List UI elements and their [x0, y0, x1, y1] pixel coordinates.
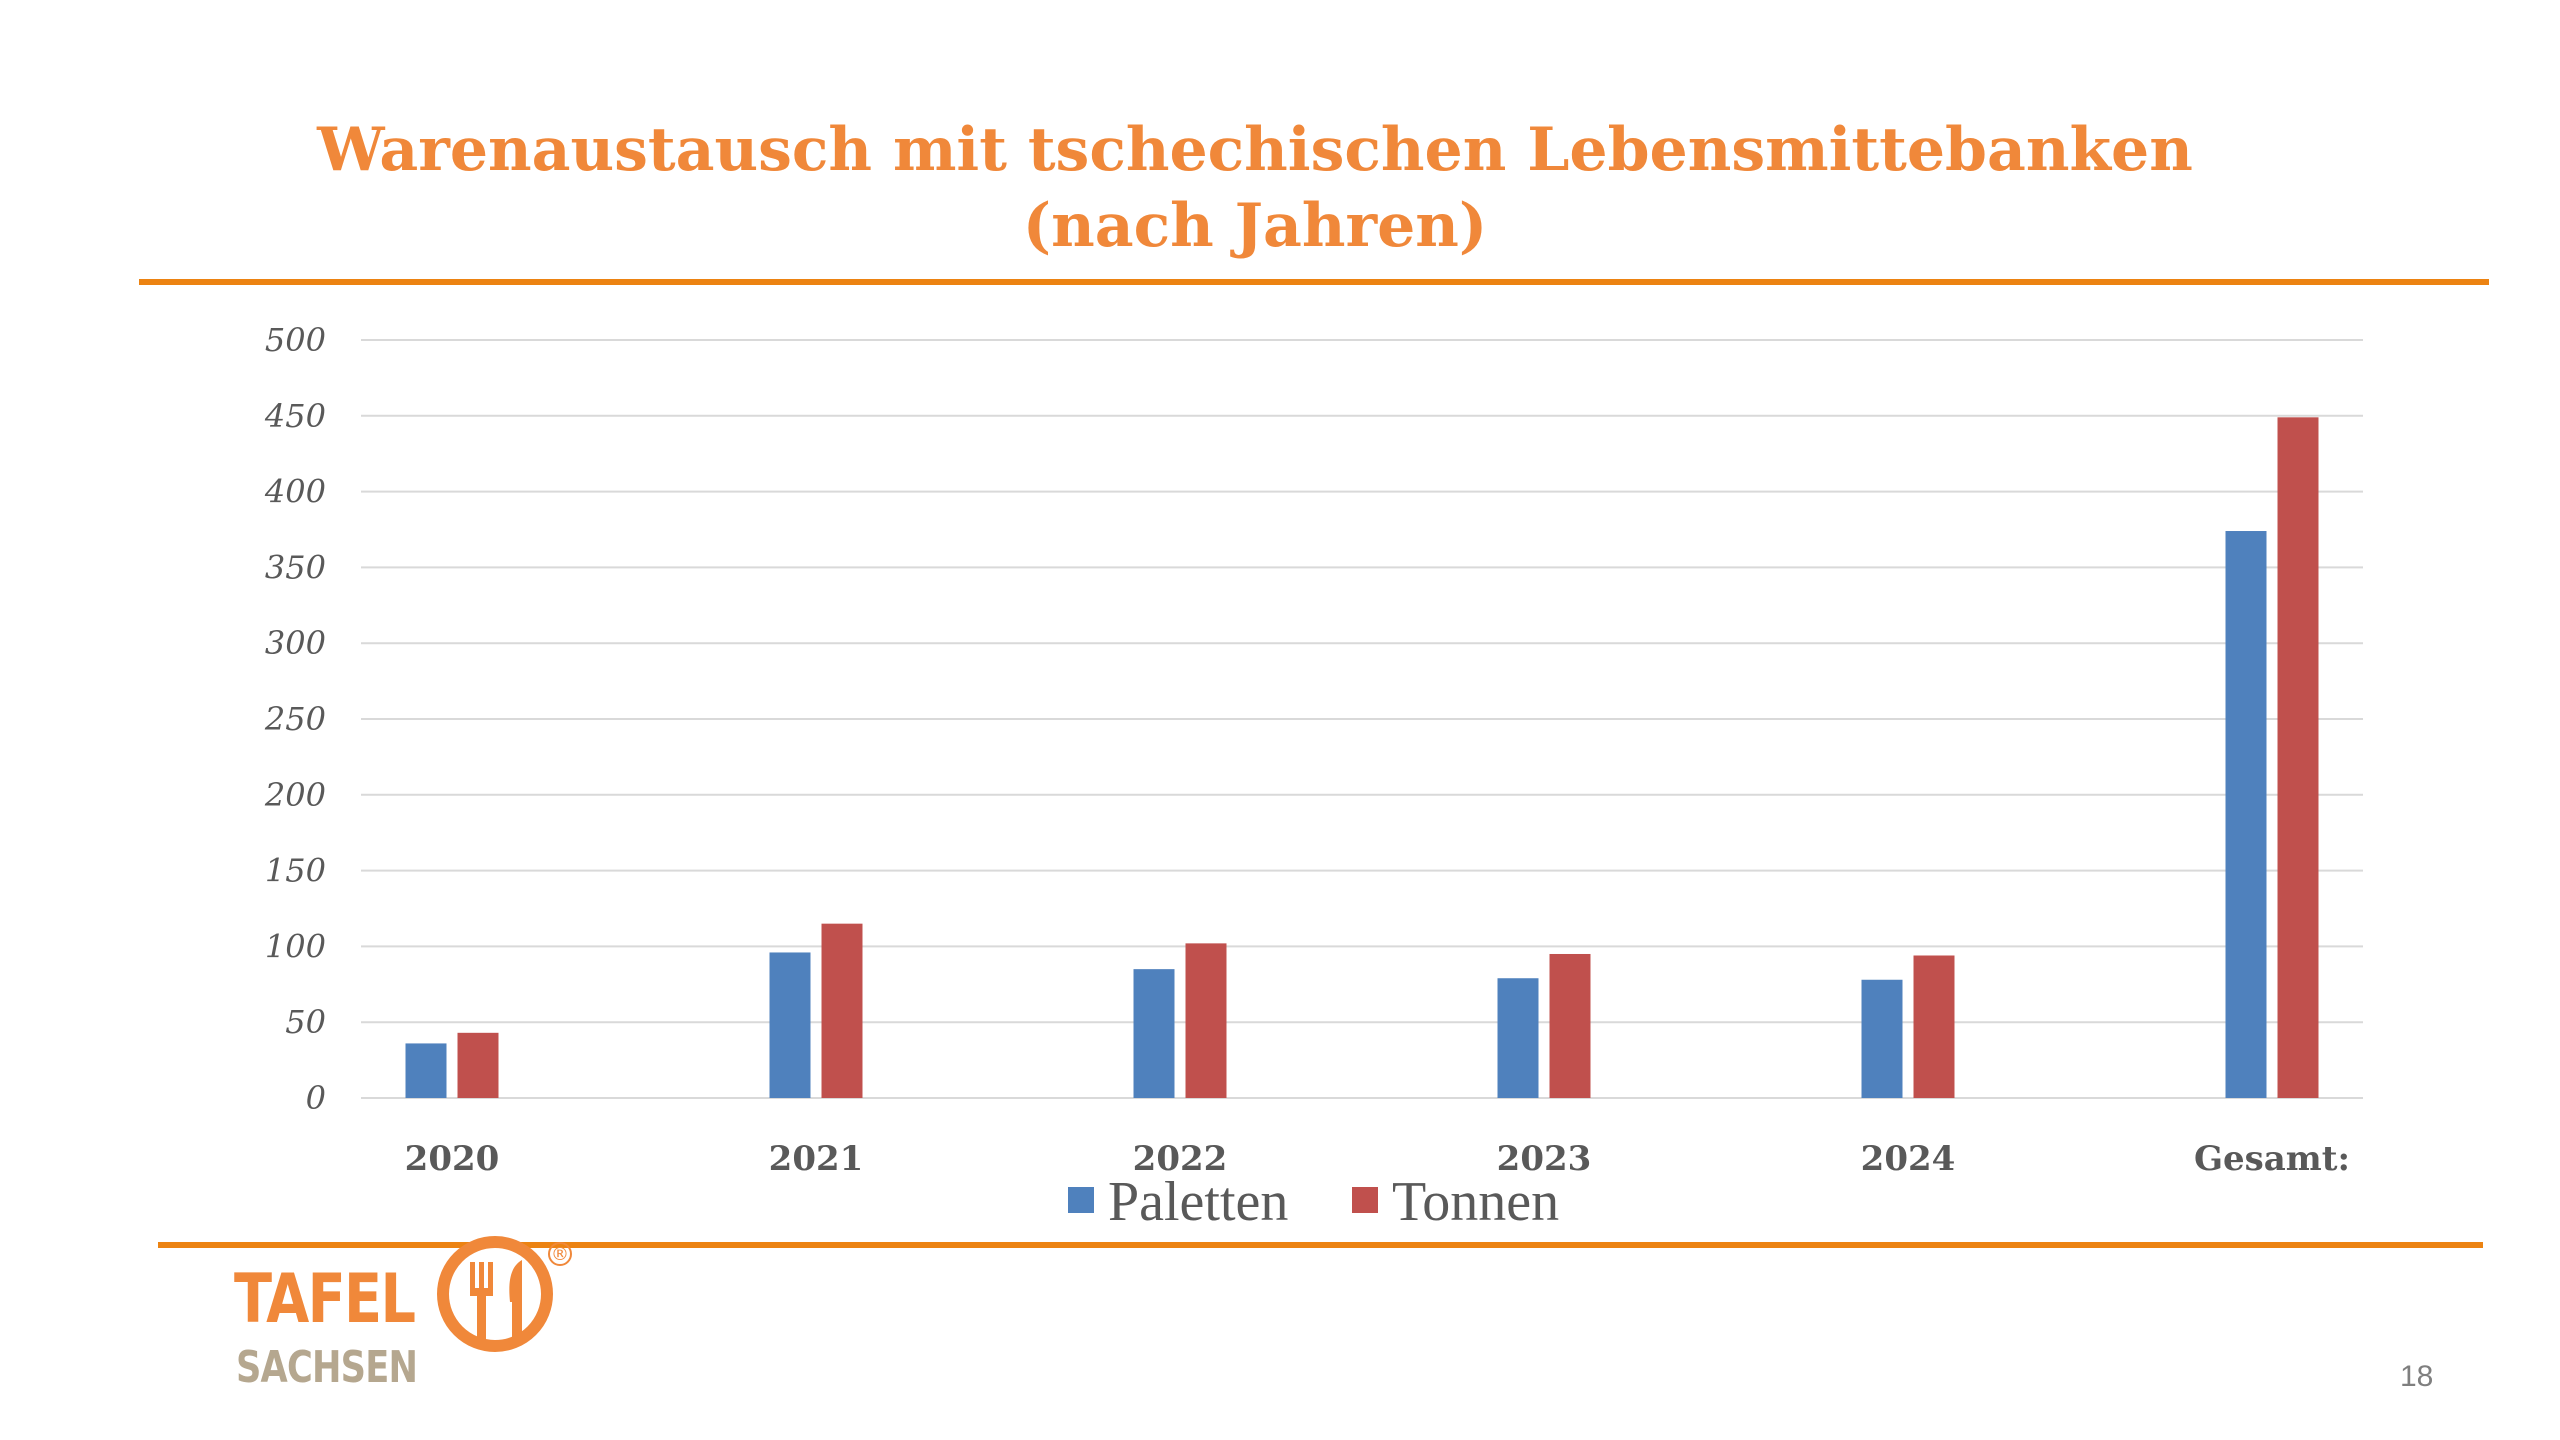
top-divider	[139, 279, 2489, 285]
y-tick-label: 300	[265, 624, 326, 662]
bar-paletten-2024	[1861, 979, 1903, 1098]
legend-label-paletten: Paletten	[1108, 1171, 1288, 1233]
y-tick-label: 200	[264, 776, 326, 814]
slide-title-line2: (nach Jahren)	[1022, 191, 1488, 261]
bar-tonnen-2024	[1913, 955, 1955, 1098]
y-tick-label: 450	[264, 397, 326, 435]
registered-mark: ®	[551, 1244, 569, 1265]
legend-label-tonnen: Tonnen	[1392, 1171, 1559, 1233]
x-tick-label: 2023	[1497, 1139, 1592, 1179]
bottom-divider	[158, 1242, 2483, 1248]
y-tick-label: 500	[265, 321, 326, 359]
logo-text-tafel: TAFEL	[234, 1260, 416, 1339]
y-tick-label: 150	[265, 852, 326, 890]
bar-paletten-2023	[1497, 978, 1539, 1098]
x-tick-label: 2022	[1133, 1139, 1228, 1179]
bar-paletten-2020	[405, 1043, 447, 1098]
bar-tonnen-2023	[1549, 953, 1591, 1098]
legend-swatch-paletten	[1068, 1187, 1094, 1213]
x-tick-label: 2024	[1861, 1139, 1956, 1179]
bar-paletten-2021	[769, 952, 811, 1098]
legend: Paletten Tonnen	[1068, 1171, 1559, 1233]
gridlines	[361, 339, 2363, 1099]
page-number: 18	[2400, 1360, 2434, 1393]
x-tick-label: 2021	[769, 1139, 864, 1179]
slide-title-line1: Warenaustausch mit tschechischen Lebensm…	[317, 115, 2193, 185]
bar-tonnen-2020	[457, 1032, 499, 1098]
fork-knife-plate-icon: ®	[437, 1236, 572, 1352]
y-axis-ticks: 0 50 100 150 200 250 300 350 400 450 500	[264, 321, 326, 1117]
y-tick-label: 250	[264, 700, 326, 738]
y-tick-label: 50	[285, 1003, 326, 1041]
bar-tonnen-2022	[1185, 943, 1227, 1098]
bar-tonnen-gesamt	[2277, 417, 2319, 1098]
y-tick-label: 350	[265, 548, 326, 586]
slide-title: Warenaustausch mit tschechischen Lebensm…	[0, 112, 2510, 264]
bar-paletten-2022	[1133, 969, 1175, 1098]
x-axis-ticks: 2020 2021 2022 2023 2024 Gesamt:	[405, 1139, 2350, 1179]
bar-paletten-gesamt	[2225, 531, 2267, 1098]
x-tick-label: 2020	[405, 1139, 500, 1179]
y-tick-label: 400	[264, 473, 326, 511]
y-tick-label: 100	[265, 927, 326, 965]
bar-tonnen-2021	[821, 923, 863, 1098]
y-tick-label: 0	[306, 1079, 326, 1117]
bars	[405, 417, 2319, 1098]
logo-text-sachsen: SACHSEN	[236, 1342, 418, 1393]
x-tick-label: Gesamt:	[2194, 1139, 2350, 1179]
legend-swatch-tonnen	[1352, 1187, 1378, 1213]
